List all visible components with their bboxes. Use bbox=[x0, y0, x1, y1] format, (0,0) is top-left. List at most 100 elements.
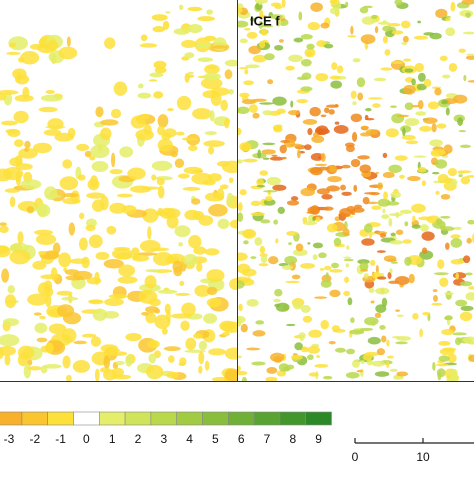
map-patch bbox=[319, 268, 325, 271]
map-patch bbox=[318, 252, 327, 259]
map-patch bbox=[148, 79, 158, 82]
panel-label: ICE f bbox=[250, 13, 280, 28]
map-patch bbox=[364, 118, 375, 121]
map-patch bbox=[244, 68, 249, 75]
map-patch bbox=[404, 256, 412, 266]
map-patch bbox=[445, 107, 450, 116]
map-patch bbox=[90, 336, 102, 347]
map-patch bbox=[466, 237, 472, 244]
map-patch bbox=[329, 0, 338, 4]
map-patch bbox=[439, 55, 448, 61]
map-patch bbox=[248, 45, 261, 55]
map-patch bbox=[39, 315, 46, 320]
map-patch bbox=[334, 103, 339, 108]
legend-label: 1 bbox=[109, 432, 116, 446]
map-patch bbox=[175, 292, 191, 296]
map-patch bbox=[141, 289, 152, 296]
map-patch bbox=[100, 127, 112, 140]
map-patch bbox=[374, 371, 390, 377]
map-patch bbox=[449, 368, 458, 379]
map-patch bbox=[301, 72, 312, 80]
map-patch bbox=[15, 179, 20, 183]
map-patch bbox=[350, 25, 354, 35]
map-patch bbox=[288, 109, 301, 116]
map-patch bbox=[458, 48, 466, 53]
map-patch bbox=[239, 38, 248, 44]
map-patch bbox=[171, 313, 192, 319]
map-patch bbox=[394, 276, 410, 285]
map-patch bbox=[166, 215, 179, 229]
map-patch bbox=[242, 228, 257, 239]
map-patch bbox=[316, 125, 329, 136]
map-patch bbox=[386, 360, 390, 369]
map-patch bbox=[432, 294, 438, 302]
map-patch bbox=[442, 74, 451, 79]
map-patch bbox=[404, 68, 414, 73]
map-patch bbox=[329, 269, 343, 273]
map-patch bbox=[296, 98, 309, 104]
map-patch bbox=[109, 202, 127, 214]
map-patch bbox=[33, 312, 42, 316]
map-patch bbox=[204, 35, 216, 42]
map-patch bbox=[385, 128, 399, 138]
map-patch bbox=[300, 304, 311, 313]
map-patch bbox=[292, 301, 303, 310]
map-patch bbox=[241, 99, 256, 105]
map-patch bbox=[161, 327, 168, 335]
map-patch bbox=[312, 132, 319, 138]
map-patch bbox=[206, 297, 222, 308]
map-patch bbox=[435, 8, 448, 19]
map-patch bbox=[210, 87, 230, 96]
map-patch bbox=[439, 347, 455, 356]
map-patch bbox=[177, 173, 190, 179]
map-patch bbox=[308, 372, 319, 377]
map-patch bbox=[302, 346, 307, 350]
map-patch bbox=[314, 296, 328, 299]
map-patch bbox=[246, 347, 261, 351]
map-patch bbox=[276, 370, 287, 377]
map-patch bbox=[258, 0, 262, 6]
map-patch bbox=[391, 61, 404, 65]
map-patch bbox=[394, 155, 408, 161]
map-patch bbox=[163, 346, 181, 352]
map-patch bbox=[292, 249, 308, 257]
map-patch bbox=[108, 351, 128, 356]
map-patch bbox=[413, 35, 429, 40]
map-patch bbox=[310, 152, 324, 161]
map-patch bbox=[56, 290, 73, 296]
map-patch bbox=[345, 263, 349, 268]
map-patch bbox=[309, 106, 321, 117]
map-patch bbox=[403, 84, 416, 95]
map-patch bbox=[375, 264, 379, 274]
map-patch bbox=[341, 164, 351, 169]
map-patch bbox=[331, 325, 341, 333]
map-patch bbox=[307, 345, 321, 354]
map-patch bbox=[246, 31, 258, 39]
map-patch bbox=[467, 80, 474, 83]
legend-label: -2 bbox=[29, 432, 40, 446]
map-patch bbox=[359, 262, 369, 271]
map-patch bbox=[32, 260, 47, 270]
map-patch bbox=[304, 48, 316, 58]
map-patch bbox=[147, 226, 152, 240]
map-patch bbox=[174, 225, 191, 238]
map-patch bbox=[262, 142, 276, 146]
map-patch bbox=[137, 92, 152, 99]
map-patch bbox=[185, 337, 197, 350]
map-patch bbox=[370, 300, 375, 304]
map-patch bbox=[360, 34, 376, 44]
map-patch bbox=[204, 131, 217, 136]
map-patch bbox=[432, 289, 438, 293]
map-patch bbox=[115, 252, 133, 260]
map-patch bbox=[172, 260, 183, 273]
map-patch bbox=[269, 352, 285, 362]
map-patch bbox=[14, 74, 30, 85]
map-patch bbox=[144, 275, 157, 289]
map-patch bbox=[462, 336, 474, 344]
map-patch bbox=[84, 150, 92, 158]
map-patch bbox=[307, 127, 313, 136]
map-patch bbox=[433, 272, 449, 276]
map-patch bbox=[295, 243, 304, 252]
map-patch bbox=[341, 191, 352, 196]
map-patch bbox=[289, 143, 303, 147]
